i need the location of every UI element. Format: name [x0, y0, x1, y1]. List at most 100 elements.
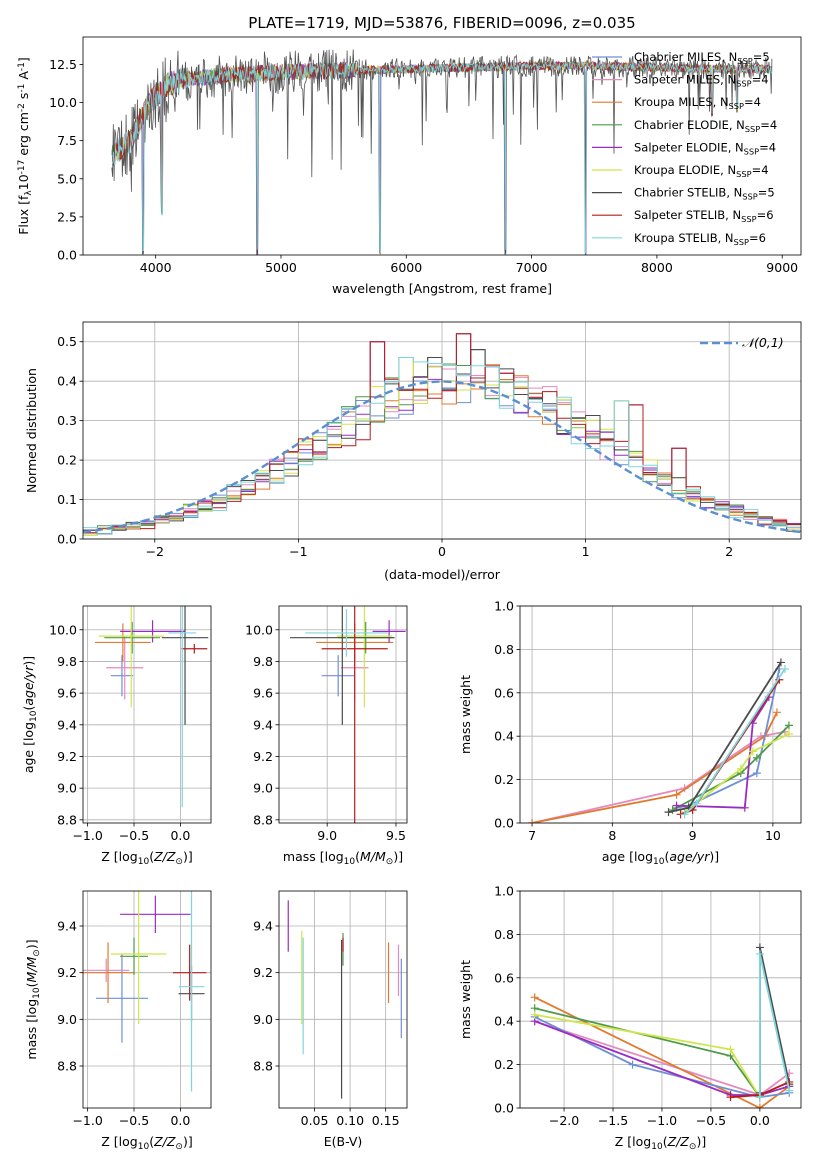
axes-frame	[82, 36, 802, 256]
weight-marker	[672, 790, 681, 799]
histogram-step-salpeter-stelib	[83, 333, 801, 534]
grid-lines	[83, 606, 211, 823]
x-tick-label: 0.0	[750, 1113, 770, 1128]
plot-area	[83, 891, 207, 1092]
residual-histogram-panel: −2 −1 0 1 2 0.0 0.1 0.2 0.3 0.4 0.5 (data-model)/er…	[24, 321, 802, 582]
grid-lines	[279, 891, 407, 1108]
grid-lines	[520, 890, 801, 1109]
weight-line-kroupa-miles	[531, 711, 778, 823]
spectrum-line-salpeter-elodie	[111, 60, 773, 255]
x-tick-label: 9.5	[386, 828, 406, 843]
x-tick-label: 6000	[390, 260, 422, 275]
x-tick-label: −1.0	[72, 1113, 102, 1128]
x-tick-label: 8000	[641, 260, 673, 275]
y-tick-label: 0.5	[57, 334, 77, 349]
spectrum-line-chabrier-miles	[111, 60, 773, 255]
legend-label: Salpeter ELODIE, NSSP=4	[634, 140, 776, 156]
weight-marker	[772, 708, 781, 717]
legend-label: Chabrier ELODIE, NSSP=4	[634, 118, 777, 134]
grid-lines	[279, 606, 407, 823]
y-tick-label: 0.2	[57, 453, 77, 468]
weight-marker	[736, 764, 745, 773]
weight-marker	[752, 753, 761, 762]
weight-marker	[664, 808, 673, 817]
y-tick-label: 9.0	[57, 1012, 77, 1027]
weight-marker	[784, 730, 793, 739]
x-tick-label: 0.15	[372, 1113, 400, 1128]
weight-marker	[726, 1093, 735, 1102]
y-tick-label: 9.0	[253, 1012, 273, 1027]
y-tick-label: 9.8	[57, 654, 77, 669]
x-axis-label: (data-model)/error	[384, 567, 501, 582]
weight-marker	[785, 1086, 794, 1095]
y-tick-label: 10.0	[245, 622, 273, 637]
weight-line-chabrier-miles	[534, 1016, 790, 1099]
x-axis-label: E(B-V)	[324, 1134, 363, 1149]
weight-marker	[672, 801, 681, 810]
y-tick-label: 2.5	[57, 209, 77, 224]
weight-marker	[740, 803, 749, 812]
legend-label: 𝒩(0,1)	[742, 335, 784, 350]
x-tick-label: −2.0	[549, 1113, 579, 1128]
y-tick-label: 9.8	[253, 654, 273, 669]
plot-area	[83, 333, 801, 536]
x-tick-label: 2	[725, 544, 733, 559]
y-tick-label: 9.6	[253, 686, 273, 701]
weight-marker	[528, 819, 537, 823]
x-tick-label: 9000	[766, 260, 798, 275]
axes-frame	[82, 605, 212, 824]
y-tick-label: 0.2	[494, 1057, 514, 1072]
plot-area	[528, 658, 793, 823]
y-tick-label: 0.4	[57, 374, 77, 389]
x-tick-label: 0.0	[170, 828, 190, 843]
y-tick-label: 0.3	[57, 413, 77, 428]
axes-frame	[278, 890, 408, 1109]
y-axis-label: age [log10(age/yr)]	[21, 656, 39, 773]
spectrum-panel: 4000 5000 6000 7000 8000 9000 0.0 2.5 5.0 7.5 10.0…	[16, 14, 802, 296]
y-tick-label: 0.4	[494, 729, 514, 744]
x-tick-label: −0.5	[119, 828, 149, 843]
normal-curve	[83, 380, 801, 534]
x-tick-label: 9	[689, 828, 697, 843]
y-tick-label: 0.8	[494, 927, 514, 942]
weight-marker	[752, 769, 761, 778]
y-tick-label: 8.8	[253, 1059, 273, 1074]
y-tick-label: 8.8	[57, 1059, 77, 1074]
z-mass-weight-panel: −2.0 −1.5 −1.0 −0.5 0.0 0.0 0.2 0.4 0.6 0.8 1.0 Z […	[458, 884, 802, 1152]
legend-label: Chabrier MILES, NSSP=5	[634, 50, 770, 66]
weight-marker	[628, 1060, 637, 1069]
y-tick-label: 10.0	[49, 622, 77, 637]
y-axis-label: Normed distribution	[24, 368, 39, 493]
y-tick-label: 8.8	[57, 812, 77, 827]
y-tick-label: 0.0	[494, 816, 514, 831]
weight-marker	[755, 1104, 764, 1108]
x-axis-label: mass [log10(M/M⊙)]	[283, 849, 403, 867]
plot-area	[287, 900, 402, 1099]
y-tick-label: 9.2	[57, 749, 77, 764]
weight-marker	[530, 1010, 539, 1019]
spectrum-line-kroupa-stelib	[112, 60, 773, 255]
legend-label: Salpeter MILES, NSSP=4	[634, 73, 769, 89]
x-tick-label: −0.5	[696, 1113, 726, 1128]
x-tick-label: 7000	[516, 260, 548, 275]
y-tick-label: 0.0	[57, 248, 77, 263]
histogram-step-chabrier-stelib	[83, 349, 801, 534]
y-tick-label: 9.2	[57, 965, 77, 980]
y-tick-label: 1.0	[494, 884, 514, 899]
legend-label: Kroupa ELODIE, NSSP=4	[634, 163, 769, 179]
y-tick-label: 9.4	[57, 717, 77, 732]
x-tick-label: 1	[582, 544, 590, 559]
weight-line-chabrier-elodie	[672, 724, 790, 811]
y-tick-label: 9.0	[57, 781, 77, 796]
z-vs-age-panel: −1.0 −0.5 0.0 8.8 9.0 9.2 9.4 9.6 9.8 10.0 Z [log1…	[21, 605, 212, 867]
weight-line-salpeter-elodie	[534, 1020, 790, 1096]
x-tick-label: 0.10	[336, 1113, 364, 1128]
y-tick-label: 9.4	[253, 919, 273, 934]
weight-line-kroupa-elodie	[684, 733, 790, 813]
x-tick-label: −1.0	[72, 828, 102, 843]
weight-marker	[692, 799, 701, 808]
y-tick-label: 1.0	[494, 599, 514, 614]
plot-area	[290, 606, 406, 823]
axes-frame	[519, 605, 802, 824]
histogram-step-kroupa-stelib	[83, 357, 801, 535]
